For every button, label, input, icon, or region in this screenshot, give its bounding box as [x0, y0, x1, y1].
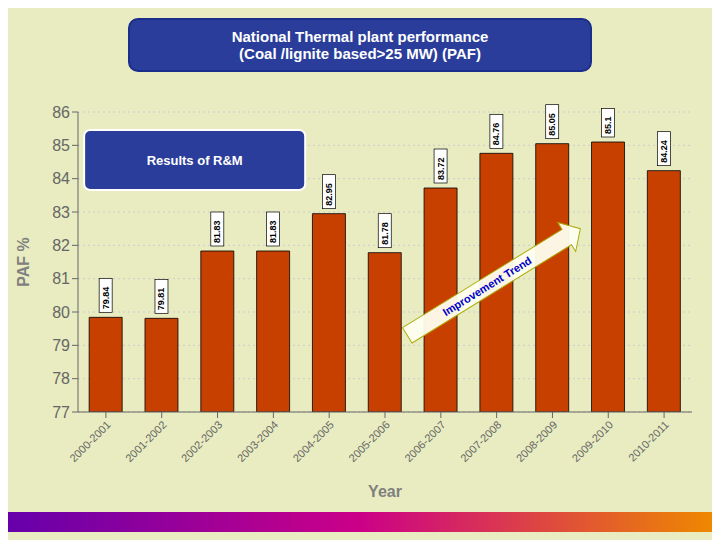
svg-text:2010-2011: 2010-2011	[626, 418, 671, 463]
svg-text:82.95: 82.95	[324, 183, 334, 206]
svg-text:86: 86	[52, 104, 70, 121]
svg-text:2009-2010: 2009-2010	[570, 418, 616, 464]
svg-text:81.78: 81.78	[380, 222, 390, 245]
svg-text:79.84: 79.84	[101, 287, 111, 310]
svg-text:82: 82	[52, 237, 70, 254]
svg-text:2008-2009: 2008-2009	[514, 418, 560, 464]
svg-text:85: 85	[52, 137, 70, 154]
svg-text:84.76: 84.76	[491, 123, 501, 146]
svg-text:83.72: 83.72	[436, 157, 446, 180]
svg-text:80: 80	[52, 304, 70, 321]
svg-text:PAF %: PAF %	[15, 237, 32, 286]
svg-text:78: 78	[52, 370, 70, 387]
svg-text:2004-2005: 2004-2005	[290, 418, 336, 464]
svg-text:81.83: 81.83	[268, 220, 278, 243]
svg-text:2005-2006: 2005-2006	[346, 418, 392, 464]
svg-text:85.1: 85.1	[603, 116, 613, 134]
html-text:National Thermal plant perform: National Thermal plant performance	[231, 28, 489, 45]
svg-text:84.24: 84.24	[659, 140, 669, 163]
svg-text:2002-2003: 2002-2003	[179, 418, 225, 464]
svg-text:79.81: 79.81	[156, 288, 166, 311]
svg-text:81: 81	[52, 270, 70, 287]
svg-text:84: 84	[52, 170, 70, 187]
html-text:(Coal /lignite based>25 MW) (P: (Coal /lignite based>25 MW) (PAF)	[239, 45, 481, 62]
svg-text:2007-2008: 2007-2008	[458, 418, 504, 464]
svg-text:79: 79	[52, 337, 70, 354]
svg-text:2006-2007: 2006-2007	[402, 418, 448, 464]
svg-text:2000-2001: 2000-2001	[67, 418, 113, 464]
svg-text:2001-2002: 2001-2002	[123, 418, 169, 464]
svg-text:77: 77	[52, 404, 70, 421]
svg-text:2003-2004: 2003-2004	[235, 418, 281, 464]
svg-text:Improvement Trend: Improvement Trend	[440, 254, 533, 318]
svg-text:81.83: 81.83	[212, 220, 222, 243]
svg-text:83: 83	[52, 204, 70, 221]
svg-text:Year: Year	[368, 483, 402, 500]
svg-text:85.05: 85.05	[547, 113, 557, 136]
svg-text:Results of R&M: Results of R&M	[147, 153, 243, 168]
